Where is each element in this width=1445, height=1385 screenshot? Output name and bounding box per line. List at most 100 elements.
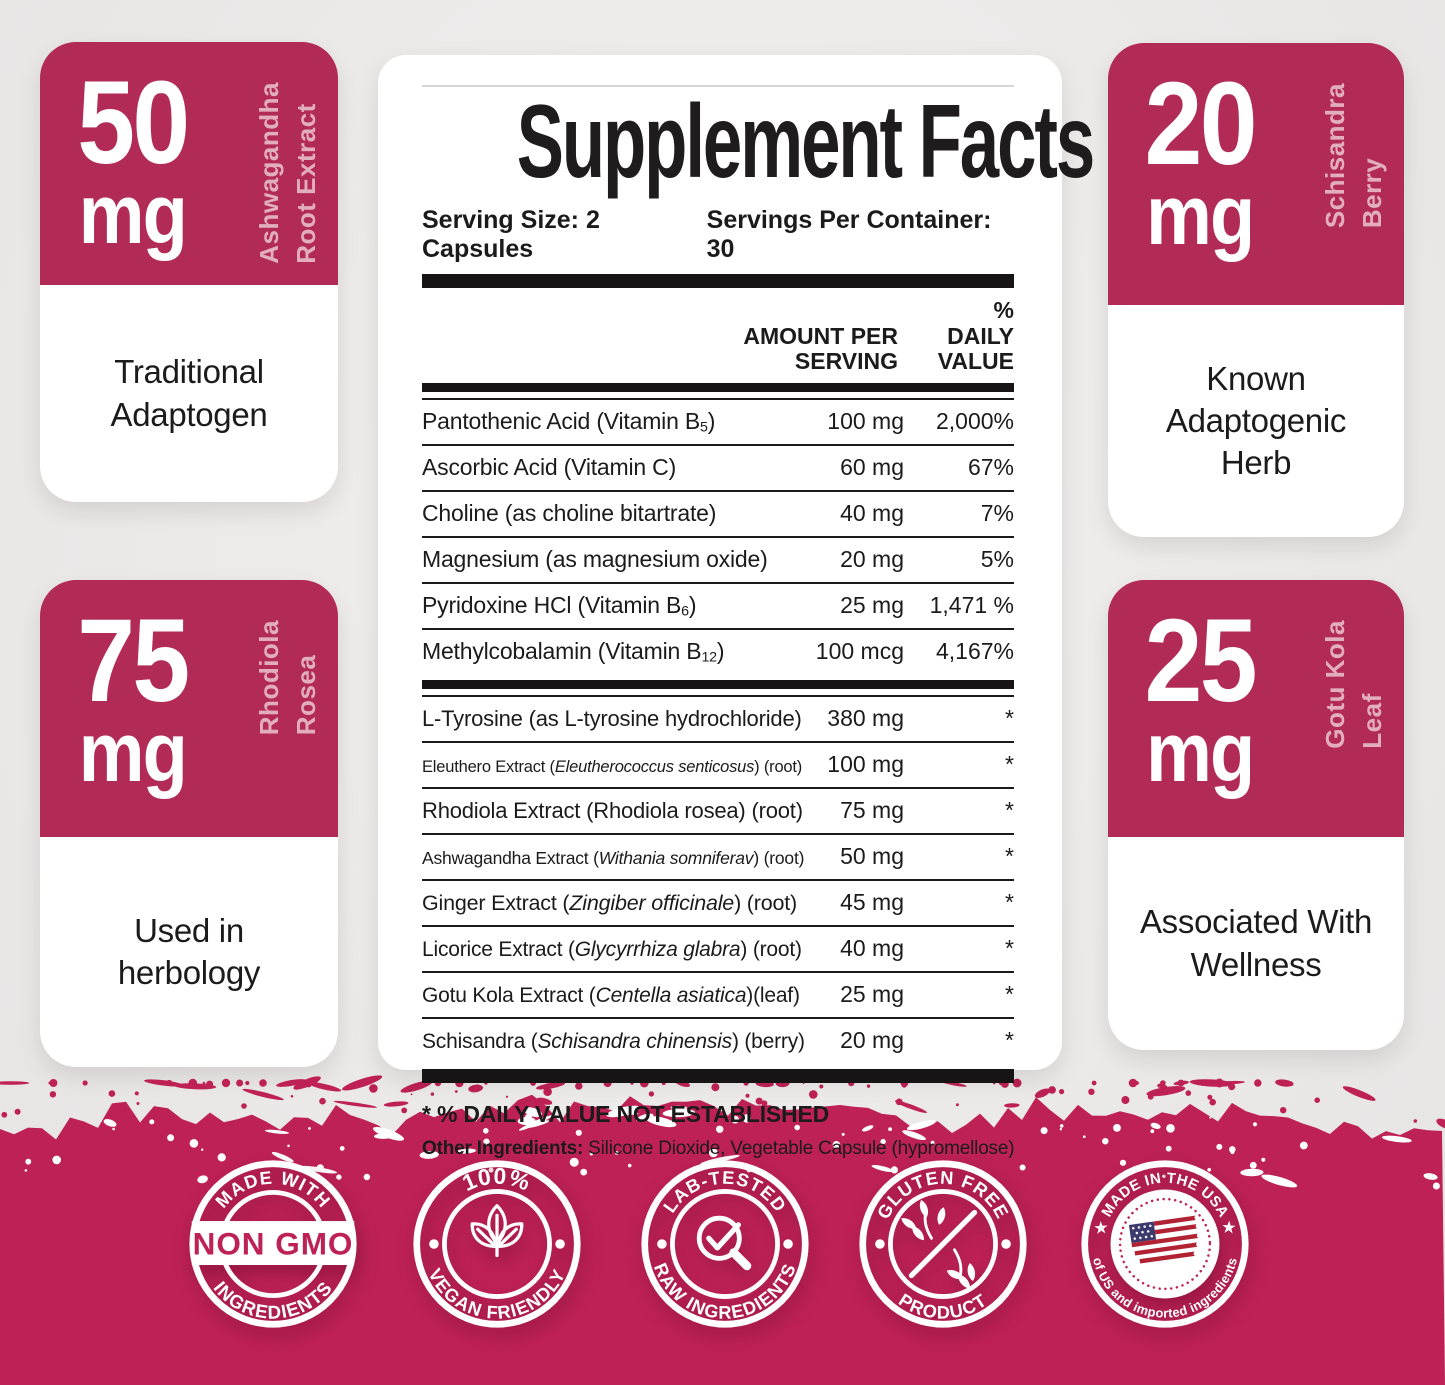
ingredient-amount: 50 mg — [840, 843, 904, 870]
ingredient-row: Gotu Kola Extract (Centella asiatica)(le… — [422, 973, 1014, 1020]
callout-description: Traditional Adaptogen — [110, 353, 268, 433]
badge-gluten-free: GLUTEN FREE PRODUCT — [857, 1158, 1029, 1330]
ingredient-line: Schisandra — [1320, 83, 1351, 229]
callout-description: Associated With Wellness — [1139, 903, 1373, 983]
callout-gotu-kola: 25 mg Gotu Kola Leaf Associated With Wel… — [1108, 580, 1404, 1050]
ingredient-vertical-label: Ashwagandha Root Extract — [254, 82, 322, 264]
ingredient-name: Schisandra (Schisandra chinensis) (berry… — [422, 1030, 804, 1054]
ingredient-daily-value: * — [1005, 843, 1014, 870]
ingredient-row: Ashwagandha Extract (Withania somniferav… — [422, 835, 1014, 882]
ingredient-row: L-Tyrosine (as L-tyrosine hydrochloride)… — [422, 697, 1014, 744]
callout-description: Known Adaptogenic Herb — [1165, 359, 1347, 482]
badge-bottom-text: RAW INGREDIENTS — [650, 1260, 799, 1322]
ingredient-daily-value: 5% — [980, 546, 1014, 573]
ingredient-name: Magnesium (as magnesium oxide) — [422, 546, 768, 573]
svg-text:VEGAN FRIENDLY: VEGAN FRIENDLY — [424, 1265, 569, 1322]
ingredient-name: Licorice Extract (Glycyrrhiza glabra) (r… — [422, 938, 802, 962]
rule-thick — [422, 273, 1014, 288]
rule-thick-bottom — [422, 1069, 1014, 1084]
ingredient-daily-value: * — [1005, 889, 1014, 916]
rule-medium — [422, 383, 1014, 393]
badge-bottom-text: INGREDIENTS — [210, 1277, 336, 1323]
ingredient-vertical-label: Schisandra Berry — [1320, 83, 1388, 229]
serving-size: Serving Size: 2 Capsules — [422, 205, 600, 263]
magnifier-check-icon — [696, 1215, 752, 1271]
ingredient-row: Licorice Extract (Glycyrrhiza glabra) (r… — [422, 927, 1014, 974]
ingredient-line: Root Extract — [291, 103, 322, 264]
other-ingredients-list: Silicone Dioxide, Vegetable Capsule (hyp… — [583, 1138, 1014, 1160]
callout-amount-block: 25 mg Gotu Kola Leaf — [1108, 580, 1404, 837]
section-divider-rule — [422, 680, 1014, 690]
ingredient-line: Berry — [1357, 157, 1388, 229]
column-daily-value: % DAILY VALUE — [937, 296, 1014, 375]
ingredient-name: Ascorbic Acid (Vitamin C) — [422, 454, 677, 481]
other-ingredients: Other Ingredients: Silicone Dioxide, Veg… — [422, 1138, 1014, 1160]
dosage-value: 25 — [1144, 595, 1258, 727]
ingredient-amount: 380 mg — [827, 705, 904, 732]
callout-description-block: Known Adaptogenic Herb — [1108, 305, 1404, 537]
ingredient-daily-value: 67% — [967, 454, 1014, 481]
ingredient-amount: 40 mg — [840, 935, 904, 962]
ingredient-amount: 100 mcg — [815, 638, 904, 665]
ingredient-row: Pantothenic Acid (Vitamin B5) 100 mg 2,000… — [422, 400, 1014, 447]
ingredient-daily-value: 2,000% — [935, 408, 1014, 435]
column-amount-per-serving: AMOUNT PER SERVING — [743, 322, 898, 375]
callout-ashwagandha: 50 mg Ashwagandha Root Extract Tradition… — [40, 42, 338, 502]
ingredient-line: Rosea — [291, 654, 322, 736]
ingredient-name: Ashwagandha Extract (Withania somniferav… — [422, 848, 804, 869]
ingredient-row: Ascorbic Acid (Vitamin C) 60 mg 67% — [422, 446, 1014, 493]
ingredient-name: Choline (as choline bitartrate) — [422, 500, 717, 527]
ingredient-daily-value: * — [1005, 751, 1014, 778]
callout-description: Used in herbology — [117, 911, 261, 991]
ingredient-row: Eleuthero Extract (Eleutherococcus senti… — [422, 743, 1014, 790]
callout-description-block: Traditional Adaptogen — [40, 285, 338, 502]
callout-rhodiola: 75 mg Rhodiola Rosea Used in herbology — [40, 580, 338, 1067]
dosage-value: 50 — [77, 57, 190, 189]
badge-bottom-text: VEGAN FRIENDLY — [424, 1265, 568, 1322]
ingredient-section: L-Tyrosine (as L-tyrosine hydrochloride)… — [422, 695, 1014, 1063]
ingredient-name: Pyridoxine HCl (Vitamin B6) — [422, 592, 697, 620]
ingredient-row: Choline (as choline bitartrate) 40 mg 7% — [422, 492, 1014, 539]
dosage: 75 mg — [40, 595, 225, 799]
ingredient-daily-value: * — [1005, 935, 1014, 962]
ingredient-name: L-Tyrosine (as L-tyrosine hydrochloride) — [422, 706, 802, 732]
ingredient-amount: 45 mg — [840, 889, 904, 916]
ingredient-line: Ashwagandha — [254, 82, 285, 264]
badge-lab-tested: LAB-TESTED RAW INGREDIENTS — [639, 1158, 811, 1330]
ingredient-name: Pantothenic Acid (Vitamin B5) — [422, 408, 716, 436]
dosage: 25 mg — [1108, 595, 1292, 799]
callout-description-block: Associated With Wellness — [1108, 837, 1404, 1050]
ingredient-line: Gotu Kola — [1320, 620, 1351, 749]
ingredient-daily-value: * — [1005, 1027, 1014, 1054]
ingredient-name: Methylcobalamin (Vitamin B12) — [422, 638, 725, 666]
ingredient-amount: 60 mg — [840, 454, 904, 481]
ingredient-name: Ginger Extract (Zingiber officinale) (ro… — [422, 891, 797, 916]
ingredient-row: Magnesium (as magnesium oxide) 20 mg 5% — [422, 538, 1014, 585]
ingredient-amount: 20 mg — [840, 1027, 904, 1054]
leaves-icon — [470, 1204, 524, 1258]
panel-title: Supplement Facts — [516, 84, 1095, 200]
ingredient-vertical-label: Gotu Kola Leaf — [1320, 620, 1388, 749]
dosage-unit: mg — [1146, 704, 1255, 799]
ingredient-line: Leaf — [1357, 693, 1388, 749]
ingredient-name: Gotu Kola Extract (Centella asiatica)(le… — [422, 984, 800, 1008]
dosage-value: 75 — [77, 595, 190, 727]
servings-per-container: Servings Per Container: 30 — [706, 205, 992, 263]
ingredient-vertical-label: Rhodiola Rosea — [254, 620, 322, 736]
wheat-crossed-icon — [901, 1199, 978, 1289]
svg-text:INGREDIENTS: INGREDIENTS — [210, 1277, 337, 1323]
ingredient-daily-value: * — [1005, 981, 1014, 1008]
ingredient-daily-value: * — [1005, 705, 1014, 732]
ingredient-daily-value: 4,167% — [935, 638, 1014, 665]
ingredient-row: Ginger Extract (Zingiber officinale) (ro… — [422, 881, 1014, 928]
daily-value-footnote: * % DAILY VALUE NOT ESTABLISHED — [422, 1101, 830, 1128]
supplement-facts-panel: Supplement Facts Serving Size: 2 Capsule… — [378, 55, 1095, 1159]
ingredient-row: Rhodiola Extract (Rhodiola rosea) (root)… — [422, 789, 1014, 836]
ingredient-table: Pantothenic Acid (Vitamin B5) 100 mg 2,000… — [422, 398, 1014, 1063]
callout-amount-block: 20 mg Schisandra Berry — [1108, 43, 1404, 305]
ingredient-daily-value: 1,471 % — [929, 592, 1014, 619]
ingredient-amount: 25 mg — [840, 592, 904, 619]
dosage-unit: mg — [78, 704, 188, 799]
ingredient-daily-value: 7% — [980, 500, 1014, 527]
